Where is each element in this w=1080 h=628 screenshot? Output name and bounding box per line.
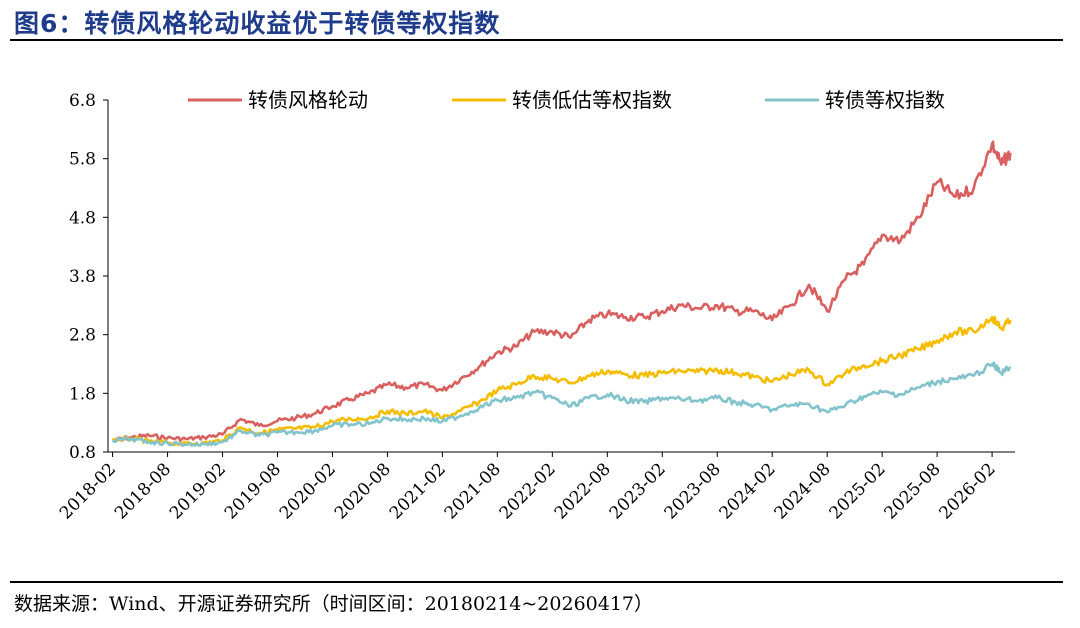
y-tick-label: 1.8 — [69, 384, 96, 404]
source-note: 数据来源：Wind、开源证券研究所（时间区间：20180214~20260417… — [14, 593, 654, 615]
legend-label-3: 转债等权指数 — [825, 88, 945, 112]
x-tick-label: 2018-02 — [56, 459, 120, 523]
y-tick-label: 4.8 — [69, 208, 96, 228]
y-tick-label: 0.8 — [69, 443, 96, 463]
x-tick-label: 2025-02 — [826, 459, 890, 523]
y-tick-label: 3.8 — [69, 267, 96, 287]
chart-axes: 6.85.84.83.82.81.80.82018-022018-082019-… — [56, 91, 1015, 523]
x-tick-label: 2025-08 — [881, 459, 945, 523]
x-tick-label: 2020-02 — [276, 459, 340, 523]
series-line-2 — [111, 315, 1012, 447]
series-line-3 — [111, 361, 1012, 447]
top-rule — [10, 39, 1063, 41]
x-tick-label: 2023-08 — [661, 459, 725, 523]
legend-label-2: 转债低估等权指数 — [512, 88, 672, 112]
x-tick-label: 2019-08 — [221, 459, 285, 523]
x-tick-label: 2024-02 — [716, 459, 780, 523]
x-tick-label: 2022-08 — [551, 459, 615, 523]
x-tick-label: 2026-02 — [936, 459, 1000, 523]
bottom-rule — [10, 581, 1063, 583]
chart-legend: 转债风格轮动 转债低估等权指数 转债等权指数 — [188, 88, 945, 112]
x-tick-label: 2022-02 — [496, 459, 560, 523]
legend-label-1: 转债风格轮动 — [248, 88, 368, 112]
figure-title: 图6：转债风格轮动收益优于转债等权指数 — [14, 9, 501, 38]
y-tick-label: 6.8 — [69, 91, 96, 111]
x-tick-label: 2020-08 — [331, 459, 395, 523]
x-tick-label: 2021-08 — [441, 459, 505, 523]
x-tick-label: 2021-02 — [386, 459, 450, 523]
y-tick-label: 5.8 — [69, 150, 96, 170]
x-tick-label: 2018-08 — [111, 459, 175, 523]
y-tick-label: 2.8 — [69, 326, 96, 346]
x-tick-label: 2024-08 — [771, 459, 835, 523]
x-tick-label: 2023-02 — [606, 459, 670, 523]
series-layer — [111, 140, 1012, 447]
series-line-1 — [112, 140, 1012, 443]
x-tick-label: 2019-02 — [166, 459, 230, 523]
